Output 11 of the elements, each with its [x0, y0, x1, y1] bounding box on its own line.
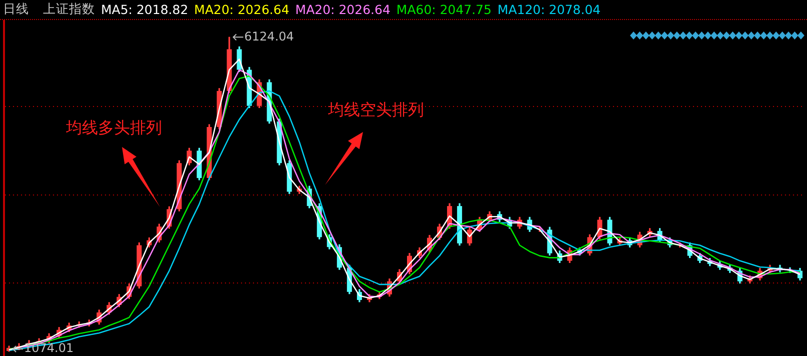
text: MA5: 2018.82 — [101, 2, 188, 17]
annotation: 均线空头排列 — [328, 100, 424, 121]
annotation: 6124.04 — [244, 29, 294, 44]
legend-label: MA20: 2026.64 — [194, 2, 290, 17]
text: MA60: 2047.75 — [396, 2, 492, 17]
chart-subtitle: 上证指数 — [43, 1, 95, 18]
text: MA120: 2078.04 — [498, 2, 601, 17]
annotation: 均线多头排列 — [66, 118, 162, 139]
annotation: 1074.01 — [24, 341, 74, 356]
chart-title: 日线 — [3, 1, 29, 18]
text: MA20: 2026.64 — [295, 2, 390, 17]
